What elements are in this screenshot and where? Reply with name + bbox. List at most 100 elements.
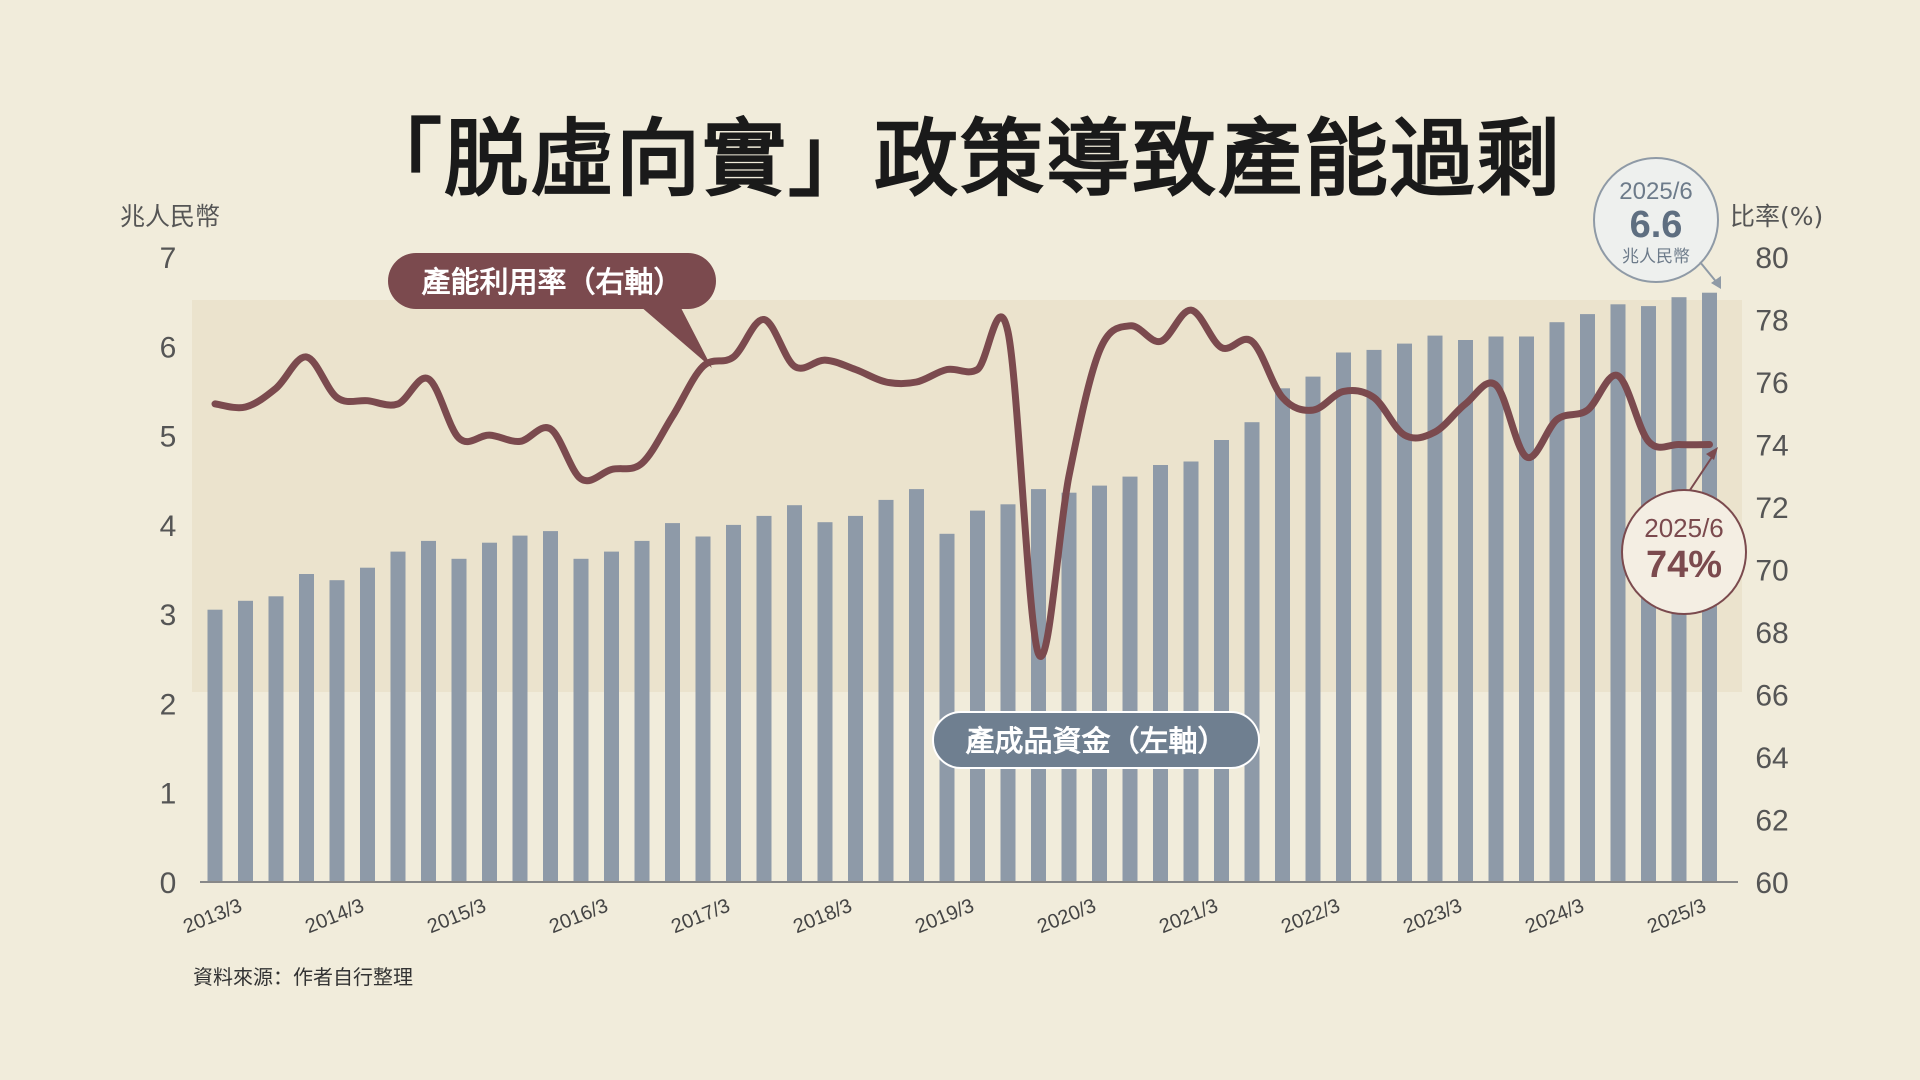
line-callout: 2025/6 74% [1621,447,1747,615]
bar-2014-3 [329,580,345,882]
bar-2022-12 [1397,343,1412,883]
bar-2016-12 [665,523,680,882]
bar-2016-6 [604,551,619,882]
x-tick-label: 2015/3 [424,895,489,938]
bar-2013-6 [238,600,253,883]
bar-2017-6 [726,524,741,882]
right-tick-label: 72 [1755,492,1788,525]
bar-2018-3 [817,522,833,882]
x-tick-label: 2020/3 [1034,895,1099,938]
bar-2015-3 [451,558,467,882]
bar-series [207,292,1717,883]
bar-2016-9 [634,540,650,882]
x-tick-label: 2016/3 [546,895,611,938]
bar-2023-9 [1488,336,1504,882]
right-tick-label: 60 [1755,867,1788,900]
left-tick-label: 7 [160,242,177,275]
bar-2015-6 [482,542,497,882]
right-tick-label: 66 [1755,680,1788,713]
highlight-band [192,300,1742,692]
x-tick-label: 2023/3 [1400,895,1465,938]
bar-2015-9 [512,535,528,882]
bar-2021-3 [1183,461,1199,882]
line-callout-date: 2025/6 [1644,513,1724,543]
bar-2018-12 [909,489,924,882]
right-axis-ticks: 60 62 64 66 68 70 72 74 76 78 80 [1755,242,1788,900]
left-tick-label: 3 [160,599,177,632]
bar-callout-value: 6.6 [1630,204,1683,246]
line-series [211,306,1713,660]
bar-2022-9 [1366,349,1382,882]
bar-2014-9 [390,551,406,882]
bar-2017-9 [756,515,772,882]
bar-2024-6 [1580,314,1595,883]
left-axis-ticks: 0 1 2 3 4 5 6 7 [160,242,177,900]
bar-2015-12 [543,531,558,882]
bar-callout-date: 2025/6 [1619,178,1692,205]
bar-2020-6 [1092,485,1107,882]
bar-2017-12 [787,505,802,882]
right-tick-label: 76 [1755,367,1788,400]
bar-2014-12 [421,540,436,882]
right-tick-label: 68 [1755,617,1788,650]
bar-2021-6 [1214,440,1229,882]
line-series-name: 產能利用率（右軸） [421,265,682,299]
x-tick-label: 2021/3 [1156,895,1221,938]
bar-2014-6 [360,567,375,882]
left-tick-label: 2 [160,688,177,721]
bar-2016-3 [573,558,589,882]
left-tick-label: 4 [160,510,177,543]
left-tick-label: 6 [160,331,177,364]
right-tick-label: 78 [1755,305,1788,338]
left-tick-label: 5 [160,421,177,454]
right-tick-label: 62 [1755,805,1788,838]
bar-2023-3 [1427,335,1443,883]
x-tick-label: 2013/3 [180,895,245,938]
right-tick-label: 74 [1755,430,1788,463]
bar-2021-9 [1244,422,1260,882]
x-tick-label: 2024/3 [1522,895,1587,938]
bar-2020-9 [1122,476,1138,882]
x-tick-label: 2018/3 [790,895,855,938]
bar-2024-9 [1610,304,1626,882]
x-tick-label: 2017/3 [668,895,733,938]
bar-2021-12 [1275,388,1290,883]
x-tick-label: 2019/3 [912,895,977,938]
bar-2018-9 [878,499,894,882]
line-series-label: 產能利用率（右軸） [388,253,716,368]
right-axis-unit: 比率(%) [1730,202,1823,231]
bar-2024-3 [1549,322,1565,882]
bar-2020-12 [1153,465,1168,882]
x-tick-label: 2022/3 [1278,895,1343,938]
bar-2019-6 [970,510,985,882]
left-tick-label: 0 [160,867,177,900]
bar-series-name: 產成品資金（左軸） [965,724,1226,758]
line-callout-value: 74% [1646,544,1722,586]
left-axis-unit: 兆人民幣 [120,202,220,231]
bar-2013-3 [207,609,223,882]
bar-2018-6 [848,515,863,882]
bar-2019-12 [1031,489,1046,882]
bar-2022-6 [1336,352,1351,882]
bar-2019-3 [939,533,955,882]
bar-callout-unit: 兆人民幣 [1622,247,1690,267]
right-tick-label: 80 [1755,242,1788,275]
bar-2020-3 [1061,492,1077,882]
bar-2023-6 [1458,340,1473,882]
source-note: 資料來源：作者自行整理 [193,965,413,989]
bar-2017-3 [695,536,711,882]
bar-2019-9 [1000,504,1016,882]
bar-callout: 2025/6 6.6 兆人民幣 [1593,157,1721,289]
bar-2013-12 [299,574,314,882]
bar-series-label: 產成品資金（左軸） [932,711,1260,769]
bar-2022-3 [1305,376,1321,882]
x-tick-label: 2014/3 [302,895,367,938]
x-axis-ticks: 2013/3 2014/3 2015/3 2016/3 2017/3 2018/3 2019… [180,895,1709,938]
chart-title: 「脱虛向實」政策導致產能過剩 [357,110,1562,208]
bar-2023-12 [1519,336,1534,882]
right-tick-label: 70 [1755,555,1788,588]
bar-2013-9 [268,596,284,882]
left-tick-label: 1 [160,778,177,811]
x-tick-label: 2025/3 [1644,895,1709,938]
